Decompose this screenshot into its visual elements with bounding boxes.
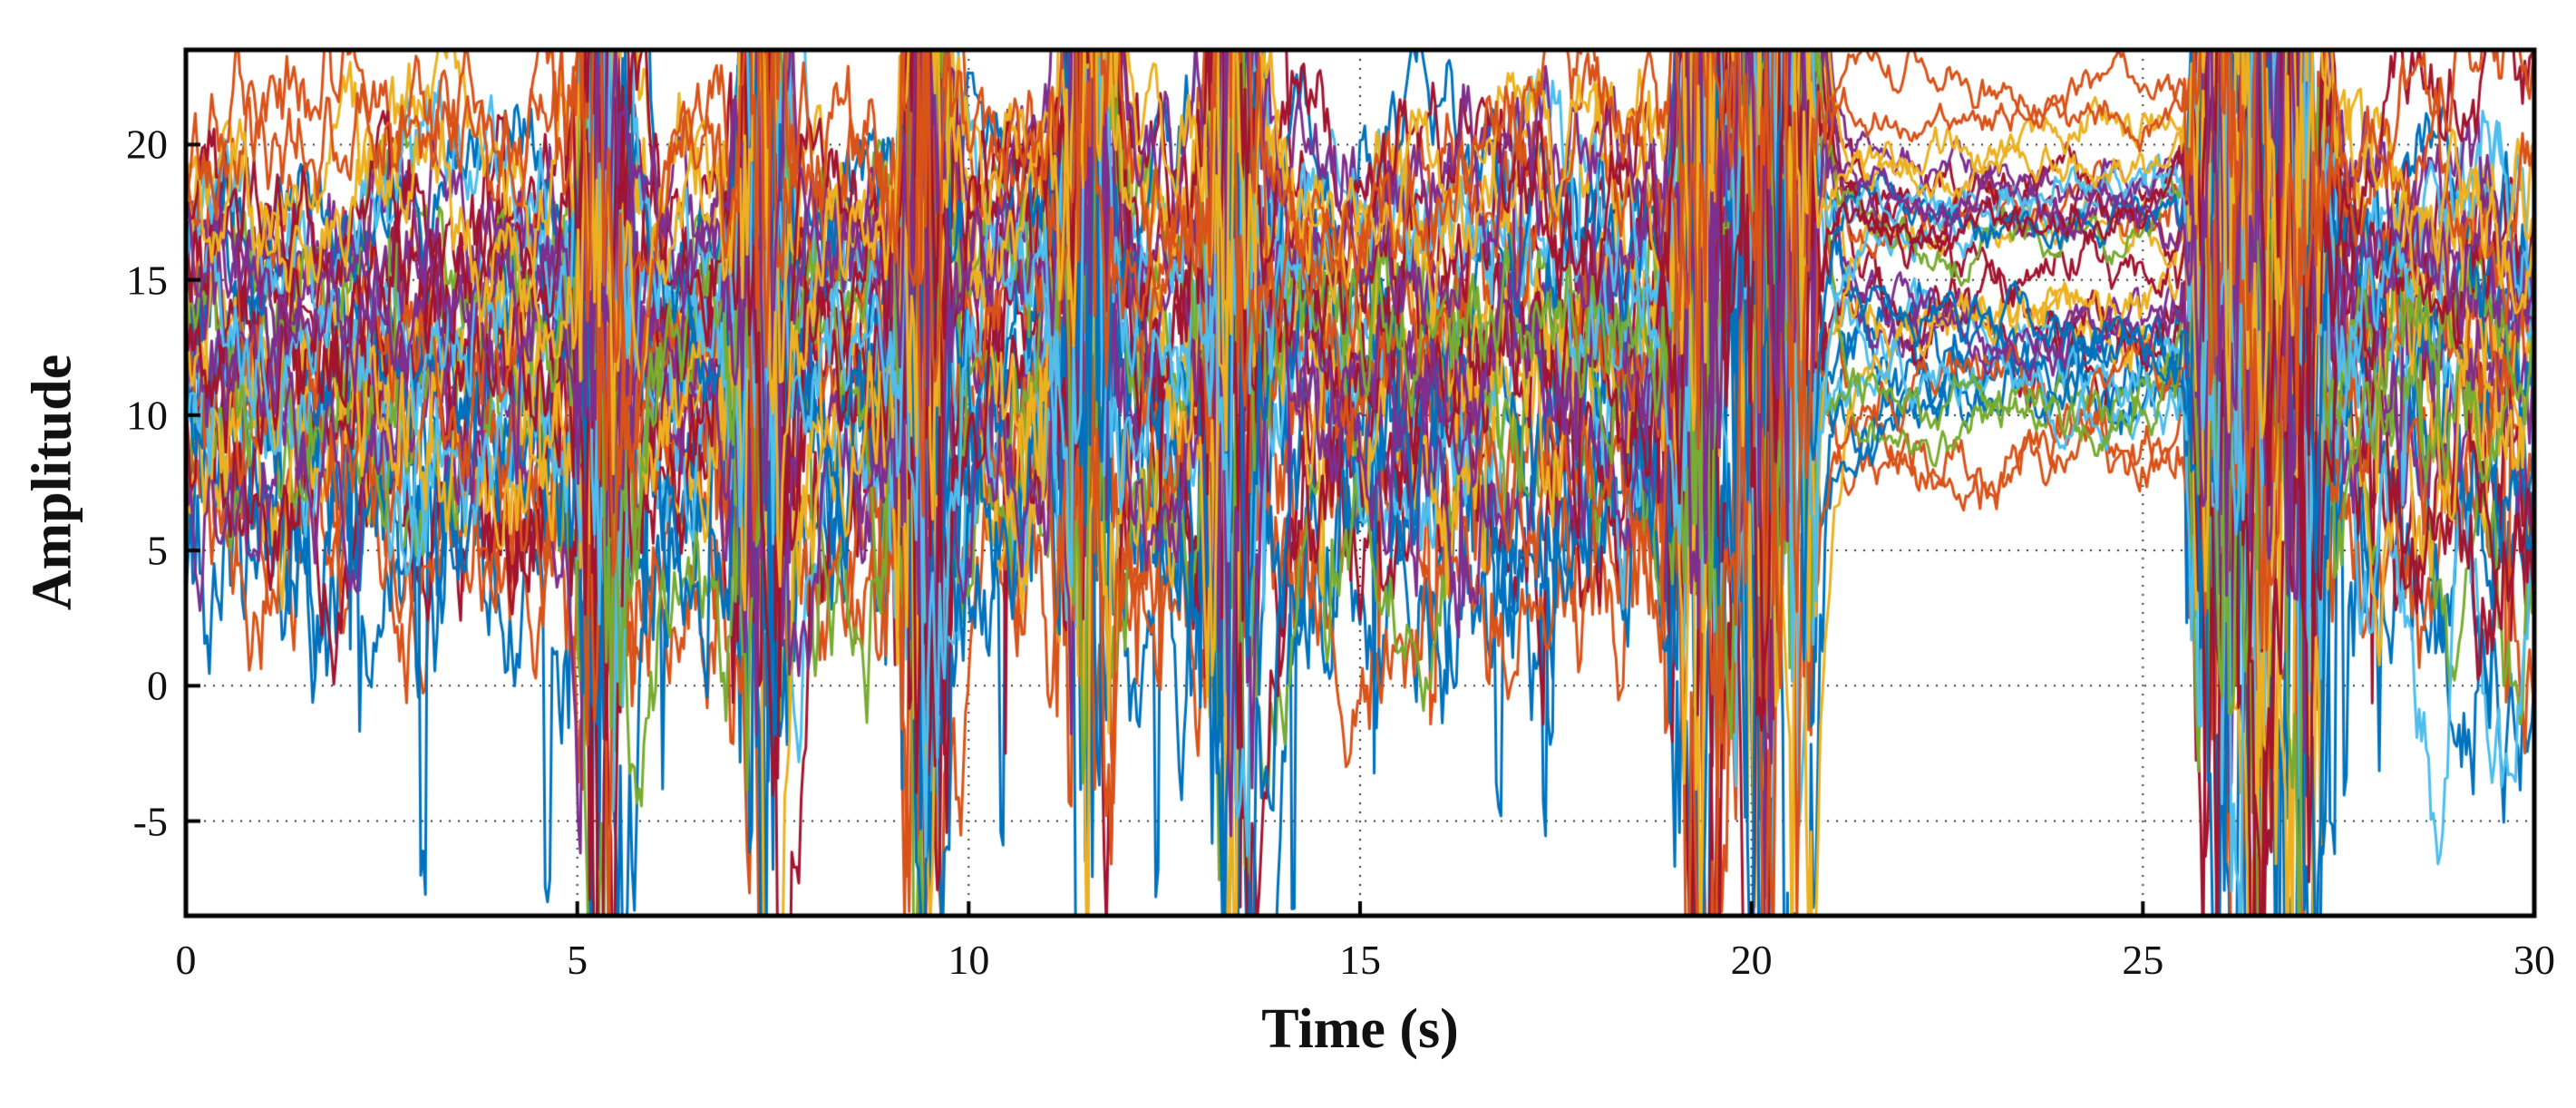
y-tick-label: 0 [147, 662, 168, 709]
x-tick-label: 20 [1730, 937, 1773, 983]
x-tick-label: 30 [2513, 937, 2555, 983]
x-tick-label: 0 [175, 937, 197, 983]
x-axis-label: Time (s) [1261, 998, 1459, 1060]
x-tick-label: 15 [1339, 937, 1381, 983]
y-axis-label: Amplitude [21, 354, 83, 611]
y-tick-label: 5 [147, 527, 168, 574]
y-tick-label: 15 [126, 257, 168, 304]
y-tick-label: -5 [132, 798, 168, 845]
x-tick-label: 5 [567, 937, 588, 983]
y-tick-label: 10 [126, 392, 168, 439]
x-tick-label: 10 [948, 937, 990, 983]
x-tick-label: 25 [2122, 937, 2164, 983]
y-tick-label: 20 [126, 121, 168, 168]
